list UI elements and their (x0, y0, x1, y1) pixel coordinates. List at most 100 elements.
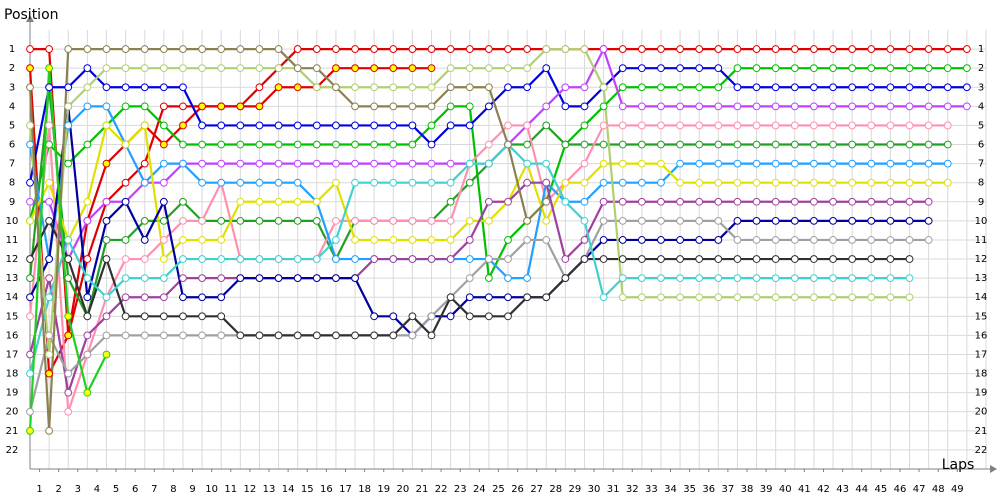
lap-marker (714, 274, 723, 283)
lap-marker (83, 331, 92, 340)
lap-marker (427, 83, 436, 92)
lap-marker (102, 197, 111, 206)
lap-marker (561, 178, 570, 187)
lap-marker (905, 83, 914, 92)
lap-marker (867, 274, 876, 283)
lap-marker (408, 159, 417, 168)
lap-marker (790, 121, 799, 130)
lap-marker (121, 178, 130, 187)
lap-marker (370, 236, 379, 244)
x-tick-label: 22 (435, 484, 448, 495)
lap-marker (274, 331, 283, 340)
plot (26, 45, 971, 435)
lap-marker (236, 178, 245, 187)
lap-marker (274, 178, 283, 187)
lap-marker (179, 140, 187, 149)
lap-marker (427, 140, 436, 149)
lap-marker (580, 121, 589, 130)
lap-marker (733, 121, 742, 130)
lap-marker (695, 83, 704, 92)
lap-marker (465, 255, 474, 263)
lap-marker (465, 312, 474, 321)
lap-marker (293, 274, 302, 283)
lap-marker (45, 350, 54, 359)
lap-marker (198, 236, 206, 244)
lap-marker (389, 83, 398, 92)
lap-marker (905, 197, 914, 206)
lap-marker (695, 159, 704, 168)
lap-marker (83, 197, 92, 206)
lap-marker (561, 255, 570, 263)
lap-marker (140, 274, 149, 283)
lap-marker (733, 140, 742, 149)
lap-marker (255, 102, 264, 111)
lap-marker (159, 255, 168, 263)
lap-marker (26, 369, 34, 378)
lap-marker (446, 102, 455, 111)
lap-marker (179, 64, 187, 73)
lap-marker (637, 159, 646, 168)
lap-marker (293, 83, 302, 92)
lap-marker (829, 159, 837, 168)
lap-marker (695, 255, 704, 263)
lap-marker (446, 45, 455, 53)
lap-marker (179, 121, 187, 130)
y-tick-label-right: 13 (975, 273, 988, 284)
lap-marker (198, 274, 206, 283)
y-tick-label: 11 (6, 235, 19, 246)
lap-marker (523, 159, 532, 168)
lap-marker (408, 312, 417, 321)
lap-marker (255, 140, 264, 149)
lap-marker (504, 45, 512, 53)
x-tick-label: 17 (339, 484, 352, 495)
lap-marker (810, 83, 818, 92)
lap-marker (83, 102, 92, 111)
lap-marker (159, 274, 168, 283)
x-tick-label: 27 (530, 484, 543, 495)
lap-marker (159, 331, 168, 340)
lap-marker (179, 312, 187, 321)
x-tick-label: 23 (454, 484, 467, 495)
lap-marker (657, 64, 665, 73)
lap-marker (446, 312, 455, 321)
lap-marker (924, 121, 933, 130)
lap-marker (64, 121, 73, 130)
y-tick-label-right: 15 (975, 311, 988, 322)
lap-marker (121, 102, 130, 111)
lap-marker (657, 121, 665, 130)
lap-marker (943, 159, 952, 168)
lap-marker (370, 178, 379, 187)
lap-marker (829, 236, 837, 244)
lap-marker (274, 197, 283, 206)
lap-marker (45, 64, 54, 73)
lap-marker (236, 140, 245, 149)
lap-marker (771, 216, 780, 225)
lap-marker (733, 274, 742, 283)
lap-marker (733, 293, 742, 302)
lap-marker (351, 178, 359, 187)
lap-marker (790, 45, 799, 53)
lap-marker (867, 102, 876, 111)
lap-marker (523, 121, 532, 130)
lap-marker (561, 274, 570, 283)
lap-marker (102, 159, 111, 168)
lap-marker (657, 45, 665, 53)
lap-marker (427, 255, 436, 263)
lap-marker (446, 178, 455, 187)
lap-marker (83, 350, 92, 359)
lap-marker (848, 197, 857, 206)
lap-marker (465, 236, 474, 244)
y-tick-label-right: 17 (975, 349, 988, 360)
lap-marker (64, 255, 73, 263)
lap-marker (676, 236, 684, 244)
lap-marker (465, 216, 474, 225)
lap-marker (962, 64, 971, 73)
lap-marker (255, 45, 264, 53)
y-tick-label: 22 (6, 445, 19, 456)
lap-marker (312, 255, 321, 263)
y-tick-label-right: 11 (975, 235, 988, 246)
lap-marker (542, 121, 551, 130)
lap-marker (657, 102, 665, 111)
lap-marker (427, 331, 436, 340)
